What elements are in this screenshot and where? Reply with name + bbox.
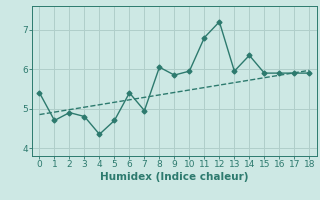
- X-axis label: Humidex (Indice chaleur): Humidex (Indice chaleur): [100, 172, 249, 182]
